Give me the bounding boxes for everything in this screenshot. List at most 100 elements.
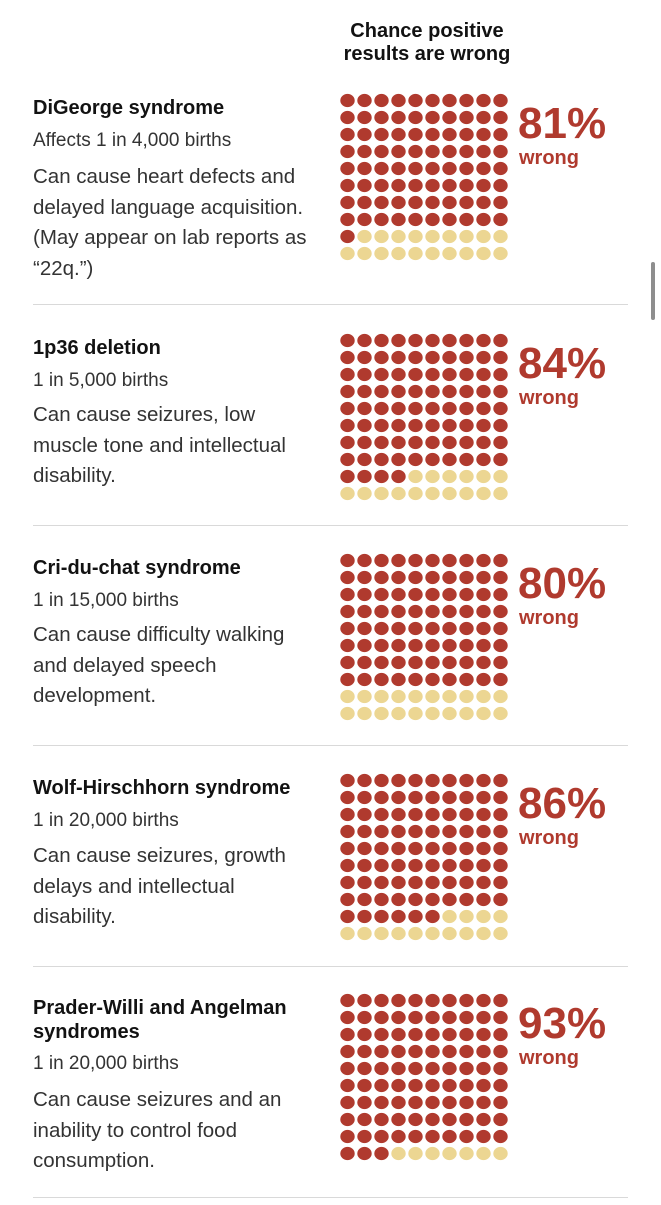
dot-wrong — [340, 1112, 355, 1127]
dot-wrong — [476, 993, 491, 1008]
dot-wrong — [476, 1078, 491, 1093]
wrong-label: wrong — [519, 607, 579, 629]
dot-wrong — [493, 384, 508, 399]
dot-wrong — [357, 469, 372, 484]
dot-wrong — [425, 367, 440, 382]
dot-wrong — [459, 1112, 474, 1127]
dot-wrong — [408, 195, 423, 210]
dot-wrong — [374, 435, 389, 450]
dot-wrong — [340, 212, 355, 227]
row-divider — [33, 1197, 628, 1198]
dot-wrong — [476, 127, 491, 142]
dot-right — [442, 469, 457, 484]
dot-wrong — [340, 587, 355, 602]
description-line: inability to control food — [33, 1118, 237, 1142]
waffle-grid — [340, 93, 508, 261]
dot-wrong — [459, 621, 474, 636]
dot-wrong — [476, 655, 491, 670]
dot-wrong — [357, 807, 372, 822]
syndrome-row: 1p36 deletion 1 in 5,000 births Can caus… — [0, 325, 661, 545]
dot-wrong — [357, 178, 372, 193]
description-line: consumption. — [33, 1149, 155, 1172]
dot-right — [493, 706, 508, 721]
dot-wrong — [442, 178, 457, 193]
dot-wrong — [357, 1044, 372, 1059]
dot-wrong — [391, 824, 406, 839]
dot-wrong — [374, 93, 389, 108]
dot-wrong — [408, 553, 423, 568]
dot-wrong — [391, 333, 406, 348]
dot-wrong — [357, 144, 372, 159]
dot-wrong — [493, 1095, 508, 1110]
dot-wrong — [493, 1129, 508, 1144]
dot-wrong — [442, 993, 457, 1008]
dot-wrong — [357, 195, 372, 210]
dot-wrong — [391, 621, 406, 636]
dot-wrong — [408, 1078, 423, 1093]
dot-wrong — [357, 672, 372, 687]
dot-wrong — [476, 672, 491, 687]
dot-wrong — [476, 178, 491, 193]
birth-frequency: 1 in 15,000 births — [33, 590, 179, 611]
dot-wrong — [442, 93, 457, 108]
dot-wrong — [408, 144, 423, 159]
dot-wrong — [391, 858, 406, 873]
dot-wrong — [493, 127, 508, 142]
syndrome-name: DiGeorge syndrome — [33, 97, 225, 119]
dot-wrong — [391, 570, 406, 585]
dot-wrong — [493, 452, 508, 467]
dot-right — [459, 1146, 474, 1161]
dot-wrong — [340, 367, 355, 382]
percent-wrong: 84% — [518, 339, 607, 388]
dot-wrong — [425, 807, 440, 822]
waffle-grid — [340, 993, 508, 1161]
dot-wrong — [493, 587, 508, 602]
dot-wrong — [357, 127, 372, 142]
dot-wrong — [408, 367, 423, 382]
dot-wrong — [374, 1095, 389, 1110]
dot-wrong — [459, 1010, 474, 1025]
dot-right — [391, 229, 406, 244]
dot-wrong — [493, 604, 508, 619]
dot-wrong — [357, 587, 372, 602]
dot-wrong — [493, 1061, 508, 1076]
dot-wrong — [391, 638, 406, 653]
dot-wrong — [493, 195, 508, 210]
dot-wrong — [408, 110, 423, 125]
dot-wrong — [476, 1027, 491, 1042]
wrong-label: wrong — [519, 1047, 579, 1069]
dot-wrong — [493, 1010, 508, 1025]
dot-wrong — [425, 178, 440, 193]
percent-wrong: 86% — [518, 779, 607, 828]
dot-wrong — [493, 790, 508, 805]
dot-wrong — [374, 401, 389, 416]
dot-wrong — [442, 212, 457, 227]
syndrome-name: Cri-du-chat syndrome — [33, 557, 241, 579]
dot-wrong — [493, 773, 508, 788]
dot-wrong — [408, 384, 423, 399]
description-line: Can cause seizures, growth — [33, 844, 286, 867]
dot-wrong — [459, 858, 474, 873]
syndrome-description: Can cause seizures, growth delays and in… — [33, 841, 333, 933]
dot-wrong — [442, 1129, 457, 1144]
wrong-label: wrong — [519, 387, 579, 409]
dot-wrong — [442, 452, 457, 467]
scrollbar-thumb[interactable] — [651, 262, 655, 320]
dot-wrong — [476, 807, 491, 822]
dot-wrong — [391, 1010, 406, 1025]
dot-wrong — [476, 841, 491, 856]
dot-wrong — [408, 93, 423, 108]
description-line: “22q.”) — [33, 256, 94, 280]
dot-wrong — [459, 638, 474, 653]
dot-right — [408, 1146, 423, 1161]
dot-wrong — [374, 638, 389, 653]
dot-wrong — [408, 127, 423, 142]
dot-wrong — [442, 892, 457, 907]
dot-wrong — [493, 212, 508, 227]
dot-wrong — [374, 993, 389, 1008]
dot-wrong — [476, 195, 491, 210]
dot-right — [442, 229, 457, 244]
dot-wrong — [408, 1044, 423, 1059]
dot-wrong — [374, 570, 389, 585]
dot-wrong — [425, 401, 440, 416]
